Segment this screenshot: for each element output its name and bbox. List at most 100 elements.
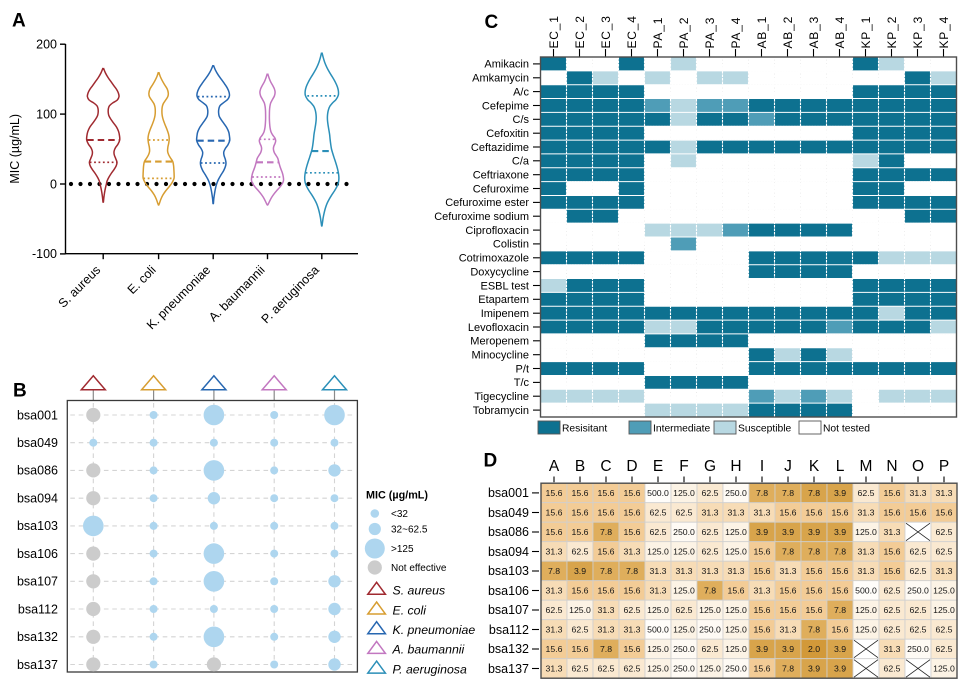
svg-text:bsa132: bsa132 <box>488 642 529 656</box>
svg-text:AB_2: AB_2 <box>781 16 795 49</box>
svg-text:3.9: 3.9 <box>834 644 846 654</box>
svg-text:Cotrimoxazole: Cotrimoxazole <box>459 253 529 265</box>
svg-text:62.5: 62.5 <box>676 605 693 615</box>
svg-text:3.9: 3.9 <box>782 644 794 654</box>
svg-text:Cefuroxime: Cefuroxime <box>473 183 529 195</box>
svg-text:Colistin: Colistin <box>493 239 529 251</box>
svg-text:Cefoxitin: Cefoxitin <box>486 128 529 140</box>
svg-text:31.3: 31.3 <box>650 586 667 596</box>
svg-text:62.5: 62.5 <box>624 605 641 615</box>
svg-text:7.8: 7.8 <box>808 547 820 557</box>
svg-text:7.8: 7.8 <box>548 566 560 576</box>
svg-text:bsa086: bsa086 <box>488 525 529 539</box>
svg-text:3.9: 3.9 <box>782 527 794 537</box>
svg-text:15.6: 15.6 <box>572 508 589 518</box>
svg-text:31.3: 31.3 <box>702 508 719 518</box>
svg-text:31.3: 31.3 <box>858 508 875 518</box>
svg-text:KP_3: KP_3 <box>911 16 925 49</box>
svg-text:KP_1: KP_1 <box>859 16 873 49</box>
svg-text:bsa103: bsa103 <box>17 519 58 533</box>
svg-text:C/s: C/s <box>513 114 530 126</box>
svg-text:125.0: 125.0 <box>933 664 955 674</box>
svg-text:Cefuroxime ester: Cefuroxime ester <box>445 197 529 209</box>
svg-text:62.5: 62.5 <box>572 547 589 557</box>
svg-text:31.3: 31.3 <box>754 508 771 518</box>
svg-text:7.8: 7.8 <box>600 527 612 537</box>
svg-text:Cefuroxime sodium: Cefuroxime sodium <box>434 211 529 223</box>
svg-text:bsa137: bsa137 <box>488 662 529 676</box>
svg-text:500.0: 500.0 <box>855 586 877 596</box>
svg-text:125.0: 125.0 <box>933 605 955 615</box>
svg-text:62.5: 62.5 <box>884 605 901 615</box>
svg-text:Tobramycin: Tobramycin <box>473 405 529 417</box>
svg-text:15.6: 15.6 <box>806 508 823 518</box>
svg-text:15.6: 15.6 <box>624 527 641 537</box>
svg-text:PA_3: PA_3 <box>703 17 717 49</box>
svg-text:125.0: 125.0 <box>569 605 591 615</box>
svg-text:125.0: 125.0 <box>699 664 721 674</box>
svg-text:Levofloxacin: Levofloxacin <box>468 322 529 334</box>
svg-text:125.0: 125.0 <box>647 644 669 654</box>
svg-text:Doxycycline: Doxycycline <box>470 266 529 278</box>
svg-text:62.5: 62.5 <box>572 664 589 674</box>
svg-text:125.0: 125.0 <box>647 605 669 615</box>
svg-text:>125: >125 <box>391 544 414 555</box>
svg-text:31.3: 31.3 <box>780 625 797 635</box>
svg-text:31.3: 31.3 <box>598 605 615 615</box>
svg-text:125.0: 125.0 <box>647 664 669 674</box>
svg-text:250.0: 250.0 <box>725 488 747 498</box>
svg-text:31.3: 31.3 <box>728 508 745 518</box>
svg-text:7.8: 7.8 <box>626 566 638 576</box>
svg-text:31.3: 31.3 <box>546 664 563 674</box>
svg-text:bsa137: bsa137 <box>17 658 58 672</box>
svg-text:15.6: 15.6 <box>832 566 849 576</box>
svg-text:EC_2: EC_2 <box>573 15 587 48</box>
svg-text:15.6: 15.6 <box>598 488 615 498</box>
svg-text:3.9: 3.9 <box>756 644 768 654</box>
svg-text:125.0: 125.0 <box>673 488 695 498</box>
svg-text:bsa094: bsa094 <box>488 545 529 559</box>
svg-text:bsa086: bsa086 <box>17 464 58 478</box>
svg-text:15.6: 15.6 <box>572 644 589 654</box>
svg-text:31.3: 31.3 <box>546 547 563 557</box>
svg-text:AB_3: AB_3 <box>807 16 821 49</box>
svg-text:bsa049: bsa049 <box>17 436 58 450</box>
svg-text:15.6: 15.6 <box>806 566 823 576</box>
svg-text:7.8: 7.8 <box>704 586 716 596</box>
svg-text:15.6: 15.6 <box>754 625 771 635</box>
svg-text:15.6: 15.6 <box>598 508 615 518</box>
svg-text:7.8: 7.8 <box>782 488 794 498</box>
svg-text:15.6: 15.6 <box>624 488 641 498</box>
svg-text:62.5: 62.5 <box>650 527 667 537</box>
svg-text:62.5: 62.5 <box>884 586 901 596</box>
svg-text:31.3: 31.3 <box>702 566 719 576</box>
svg-text:31.3: 31.3 <box>754 586 771 596</box>
svg-text:15.6: 15.6 <box>910 508 927 518</box>
svg-text:bsa001: bsa001 <box>17 408 58 422</box>
svg-text:Minocycline: Minocycline <box>472 350 529 362</box>
svg-text:E. coli: E. coli <box>393 603 428 617</box>
svg-text:Meropenem: Meropenem <box>470 336 529 348</box>
svg-text:15.6: 15.6 <box>624 586 641 596</box>
svg-text:15.6: 15.6 <box>754 605 771 615</box>
svg-text:Ceftriaxone: Ceftriaxone <box>473 170 529 182</box>
svg-text:15.6: 15.6 <box>754 664 771 674</box>
svg-text:15.6: 15.6 <box>832 586 849 596</box>
svg-text:31.3: 31.3 <box>650 566 667 576</box>
svg-text:31.3: 31.3 <box>884 644 901 654</box>
svg-text:15.6: 15.6 <box>806 605 823 615</box>
svg-text:62.5: 62.5 <box>650 508 667 518</box>
svg-text:31.3: 31.3 <box>936 566 953 576</box>
svg-text:62.5: 62.5 <box>702 527 719 537</box>
svg-text:15.6: 15.6 <box>572 586 589 596</box>
svg-text:3.9: 3.9 <box>834 527 846 537</box>
svg-text:Tigecycline: Tigecycline <box>474 391 529 403</box>
svg-text:31.3: 31.3 <box>858 547 875 557</box>
svg-text:Ciprofloxacin: Ciprofloxacin <box>465 225 529 237</box>
svg-text:15.6: 15.6 <box>546 508 563 518</box>
svg-text:250.0: 250.0 <box>673 664 695 674</box>
svg-text:D: D <box>626 458 637 475</box>
svg-text:250.0: 250.0 <box>673 527 695 537</box>
svg-text:125.0: 125.0 <box>725 605 747 615</box>
svg-text:3.9: 3.9 <box>574 566 586 576</box>
